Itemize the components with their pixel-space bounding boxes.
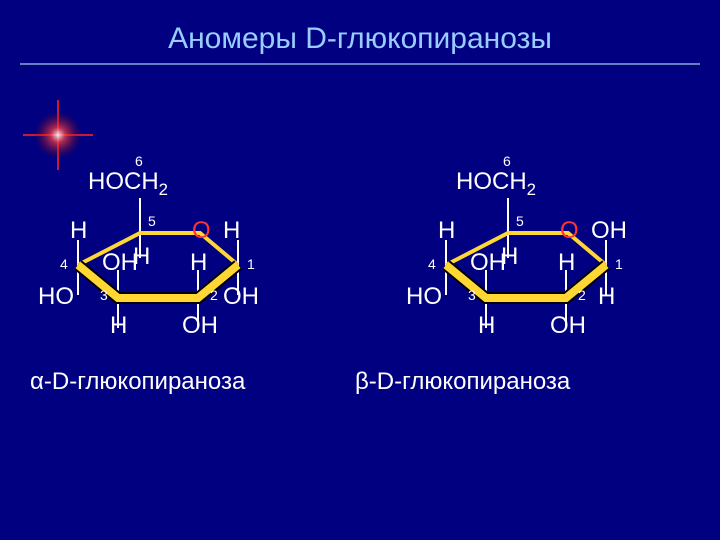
slide-root: Аномеры D-глюкопиранозы	[0, 0, 720, 540]
alpha-n3: 3	[100, 287, 108, 303]
beta-n6: 6	[503, 153, 511, 169]
alpha-c4-down: HO	[38, 283, 74, 311]
alpha-c2-up: H	[190, 249, 207, 277]
alpha-c4-up: H	[70, 217, 87, 245]
beta-ring-oxygen: O	[560, 217, 579, 245]
beta-n5: 5	[516, 213, 524, 229]
alpha-n6: 6	[135, 153, 143, 169]
alpha-c3-up: OH	[102, 249, 138, 277]
haworth-ring-beta	[408, 150, 668, 360]
alpha-hoch2: HOCH2	[88, 168, 168, 200]
beta-n3: 3	[468, 287, 476, 303]
alpha-c3-down: H	[110, 312, 127, 340]
beta-c3-down: H	[478, 312, 495, 340]
beta-hoch2: HOCH2	[456, 168, 536, 200]
alpha-n5: 5	[148, 213, 156, 229]
beta-n2: 2	[578, 287, 586, 303]
alpha-n2: 2	[210, 287, 218, 303]
structure-alpha: HOCH2 6 5 O H H 1 OH H 2 OH OH 3 H H 4 H…	[40, 150, 300, 360]
beta-c1-up: OH	[591, 217, 627, 245]
structure-beta: HOCH2 6 5 O H OH 1 H H 2 OH OH 3 H H 4 H…	[408, 150, 668, 360]
alpha-n1: 1	[247, 256, 255, 272]
beta-caption: β-D-глюкопираноза	[355, 368, 570, 396]
beta-c4-down: HO	[406, 283, 442, 311]
alpha-caption: α-D-глюкопираноза	[30, 368, 245, 396]
slide-title: Аномеры D-глюкопиранозы	[0, 22, 720, 56]
alpha-c2-down: OH	[182, 312, 218, 340]
beta-c2-up: H	[558, 249, 575, 277]
alpha-n4: 4	[60, 256, 68, 272]
alpha-c1-down: OH	[223, 283, 259, 311]
haworth-ring-alpha	[40, 150, 300, 360]
beta-n1: 1	[615, 256, 623, 272]
alpha-ring-oxygen: O	[192, 217, 211, 245]
beta-c1-down: H	[598, 283, 615, 311]
beta-c2-down: OH	[550, 312, 586, 340]
title-underline	[20, 63, 700, 65]
alpha-c1-up: H	[223, 217, 240, 245]
beta-c4-up: H	[438, 217, 455, 245]
beta-c3-up: OH	[470, 249, 506, 277]
beta-n4: 4	[428, 256, 436, 272]
